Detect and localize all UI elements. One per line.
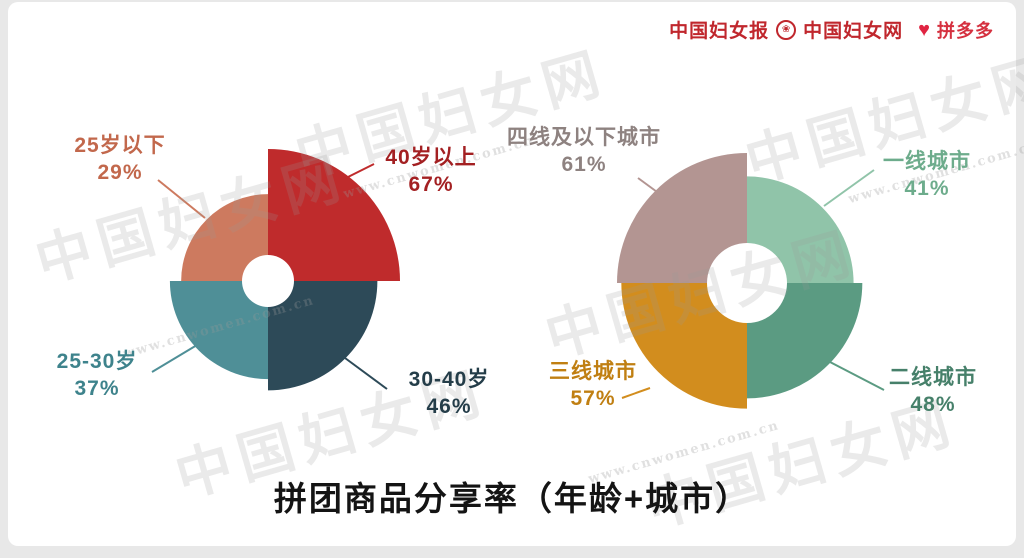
label-age-under-25: 25岁以下 29%	[50, 132, 190, 186]
label-tier3-cities: 三线城市 57%	[538, 358, 648, 412]
label-text: 40岁以上	[385, 146, 477, 169]
china-womens-net-logo: 中国妇女网	[803, 20, 904, 42]
label-age-25-30: 25-30岁 37%	[32, 348, 162, 402]
label-pct: 67%	[408, 173, 454, 196]
header-logos: 中国妇女报 ❀ 中国妇女网 ♥ 拼多多	[669, 16, 994, 43]
donut-hole	[242, 255, 294, 307]
label-pct: 41%	[904, 177, 950, 200]
label-pct: 46%	[426, 395, 472, 418]
label-pct: 29%	[97, 161, 143, 184]
wedge-25岁以下	[181, 194, 268, 281]
leader-line-二线城市	[829, 361, 885, 391]
pinduoduo-heart-icon: ♥	[918, 18, 930, 41]
label-pct: 57%	[570, 387, 616, 410]
label-text: 一线城市	[883, 150, 971, 173]
label-tier4-cities: 四线及以下城市 61%	[494, 124, 674, 178]
wedge-25-30岁	[169, 281, 268, 380]
wedge-四线及以下城市	[617, 153, 747, 283]
emblem-icon: ❀	[776, 19, 797, 40]
wedge-三线城市	[621, 283, 747, 409]
label-tier2-cities: 二线城市 48%	[878, 364, 988, 418]
label-tier1-cities: 一线城市 41%	[872, 148, 982, 202]
label-text: 25-30岁	[56, 350, 138, 373]
china-womens-news-logo: 中国妇女报	[669, 20, 770, 42]
leader-line-25岁以下	[157, 179, 206, 219]
label-text: 四线及以下城市	[507, 126, 661, 149]
label-text: 25岁以下	[74, 134, 166, 157]
pinduoduo-logo: 拼多多	[937, 20, 994, 41]
leader-line-30-40岁	[344, 357, 388, 390]
chart-title: 拼团商品分享率（年龄+城市）	[273, 480, 751, 517]
leader-line-40岁以上	[345, 163, 375, 179]
label-text: 三线城市	[549, 360, 637, 383]
label-text: 二线城市	[889, 366, 977, 389]
label-text: 30-40岁	[408, 368, 490, 391]
leader-line-三线城市	[621, 387, 651, 399]
donut-hole	[707, 243, 787, 323]
wedge-二线城市	[747, 283, 863, 399]
label-pct: 61%	[561, 153, 607, 176]
leader-line-25-30岁	[151, 344, 198, 373]
label-age-30-40: 30-40岁 46%	[384, 366, 514, 420]
label-pct: 48%	[910, 393, 956, 416]
label-age-over-40: 40岁以上 67%	[366, 144, 496, 198]
leader-line-四线及以下城市	[637, 177, 669, 201]
wedge-40岁以上	[268, 149, 400, 281]
label-pct: 37%	[74, 377, 120, 400]
wedge-30-40岁	[268, 281, 378, 391]
leader-line-一线城市	[823, 169, 875, 207]
